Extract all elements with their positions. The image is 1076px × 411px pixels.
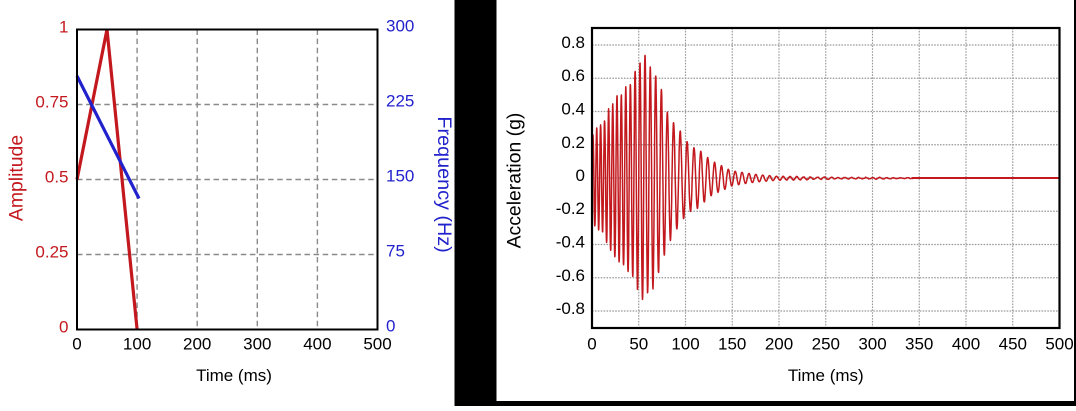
svg-text:-0.4: -0.4 <box>556 233 585 252</box>
svg-text:100: 100 <box>123 335 151 354</box>
svg-text:0: 0 <box>386 317 395 336</box>
svg-text:450: 450 <box>999 335 1027 354</box>
svg-text:Acceleration (g): Acceleration (g) <box>504 113 526 249</box>
svg-text:150: 150 <box>386 167 414 186</box>
svg-text:75: 75 <box>386 242 405 261</box>
svg-text:100: 100 <box>671 335 699 354</box>
svg-text:150: 150 <box>718 335 746 354</box>
svg-text:0.6: 0.6 <box>561 66 585 85</box>
svg-text:1: 1 <box>59 17 68 36</box>
svg-text:0: 0 <box>587 335 596 354</box>
svg-text:200: 200 <box>183 335 211 354</box>
svg-text:0.8: 0.8 <box>561 33 585 52</box>
svg-text:500: 500 <box>363 335 391 354</box>
svg-text:400: 400 <box>952 335 980 354</box>
svg-text:0: 0 <box>59 317 68 336</box>
svg-text:0: 0 <box>576 166 585 185</box>
svg-text:200: 200 <box>765 335 793 354</box>
svg-text:300: 300 <box>858 335 886 354</box>
svg-text:-0.2: -0.2 <box>556 199 585 218</box>
svg-text:0.2: 0.2 <box>561 133 585 152</box>
svg-text:225: 225 <box>386 92 414 111</box>
svg-text:0.75: 0.75 <box>35 92 68 111</box>
svg-text:350: 350 <box>905 335 933 354</box>
svg-text:50: 50 <box>629 335 648 354</box>
svg-text:-0.6: -0.6 <box>556 266 585 285</box>
svg-text:Amplitude: Amplitude <box>6 135 28 221</box>
svg-text:300: 300 <box>243 335 271 354</box>
svg-text:400: 400 <box>303 335 331 354</box>
svg-text:0: 0 <box>72 335 81 354</box>
svg-text:0.5: 0.5 <box>45 167 69 186</box>
svg-text:0.4: 0.4 <box>561 100 585 119</box>
svg-text:0.25: 0.25 <box>35 242 68 261</box>
svg-text:-0.8: -0.8 <box>556 299 585 318</box>
svg-text:300: 300 <box>386 17 414 36</box>
svg-text:Time (ms): Time (ms) <box>196 366 272 385</box>
svg-text:500: 500 <box>1045 335 1073 354</box>
svg-text:250: 250 <box>812 335 840 354</box>
svg-text:Time (ms): Time (ms) <box>788 366 864 385</box>
svg-text:Frequency (Hz): Frequency (Hz) <box>433 116 455 252</box>
